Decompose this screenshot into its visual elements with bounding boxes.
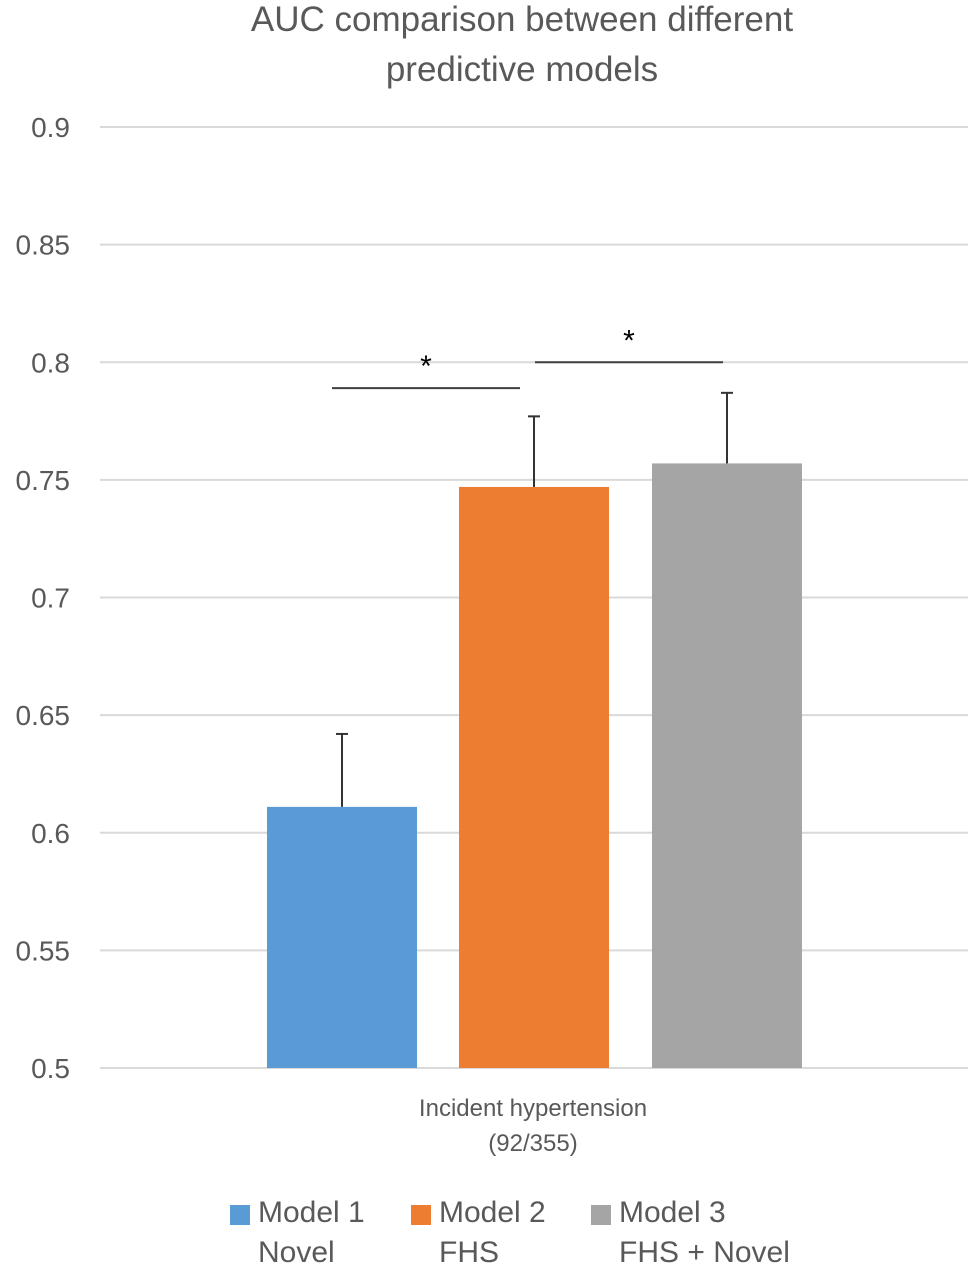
plot-area: 0.9 0.85 0.8 0.75 0.7 0.65 0.6 0.55 0.5 * *: [16, 112, 968, 1084]
legend-item-model-1: Model 1 Novel: [230, 1193, 365, 1273]
legend-sublabel-model-3: FHS + Novel: [619, 1236, 790, 1269]
y-tick-label-0.5: 0.5: [31, 1053, 70, 1084]
bar-model-2: [459, 486, 609, 1068]
y-tick-label-0.85: 0.85: [16, 230, 71, 261]
legend-label-model-2: Model 2: [439, 1196, 546, 1229]
legend-label-model-1: Model 1: [258, 1196, 365, 1229]
legend-item-model-3: Model 3 FHS + Novel: [591, 1193, 790, 1273]
legend-sublabel-model-2: FHS: [439, 1236, 499, 1269]
significance-marker-2: *: [623, 324, 635, 357]
chart-title-line-2: predictive models: [385, 50, 659, 89]
y-tick-label-0.75: 0.75: [16, 465, 71, 496]
y-tick-label-0.7: 0.7: [31, 583, 70, 614]
chart-title-line-1: AUC comparison between different: [250, 0, 794, 39]
legend-item-model-2: Model 2 FHS: [411, 1193, 546, 1273]
y-tick-label-0.8: 0.8: [31, 347, 70, 378]
y-tick-label-0.9: 0.9: [31, 112, 70, 143]
significance-marker-1: *: [420, 350, 432, 383]
legend-swatch-model-1: [230, 1205, 250, 1225]
legend-swatch-model-2: [411, 1205, 431, 1225]
y-tick-label-0.55: 0.55: [16, 935, 71, 966]
legend-sublabel-model-1: Novel: [258, 1236, 335, 1269]
category-label-line-2: (92/355): [488, 1130, 578, 1157]
legend-label-model-3: Model 3: [619, 1196, 726, 1229]
bar-model-3: [652, 463, 802, 1069]
legend-swatch-model-3: [591, 1205, 611, 1225]
y-tick-label-0.65: 0.65: [16, 700, 71, 731]
y-tick-label-0.6: 0.6: [31, 818, 70, 849]
category-label-line-1: Incident hypertension: [418, 1095, 648, 1122]
bar-model-1: [267, 806, 417, 1068]
